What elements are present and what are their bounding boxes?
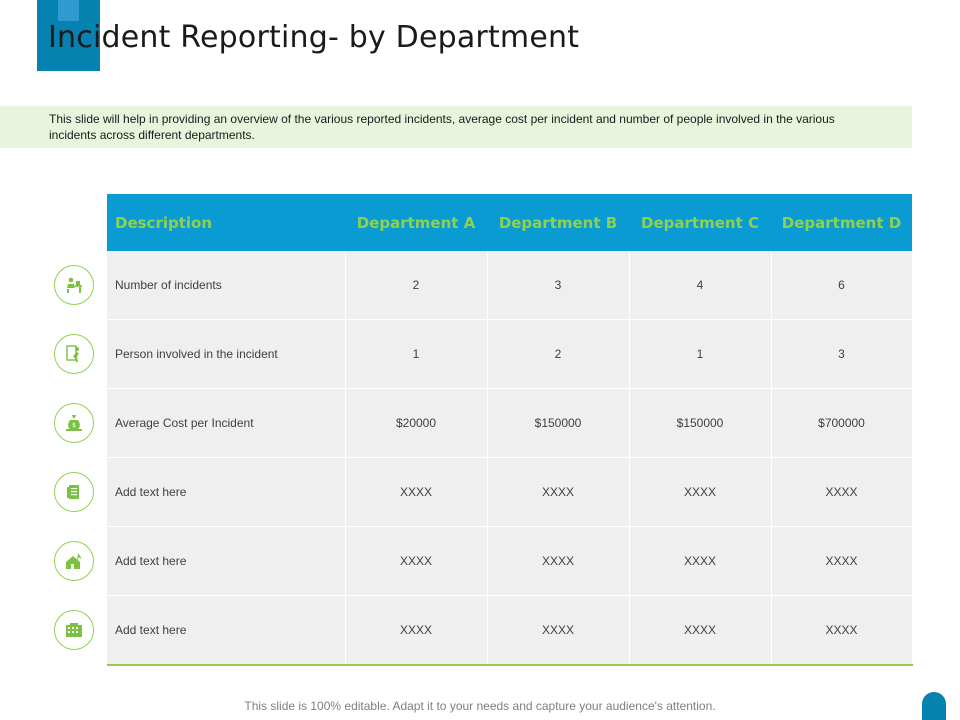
cell-value: XXXX xyxy=(487,526,630,596)
cell-value: XXXX xyxy=(771,526,913,596)
title-accent-inner xyxy=(58,0,79,21)
header-department-b: Department B xyxy=(487,194,629,251)
page-title: Incident Reporting- by Department xyxy=(48,20,580,55)
incident-table: Description Department A Department B De… xyxy=(107,194,913,666)
table-row: Add text here XXXX XXXX XXXX XXXX xyxy=(107,457,913,527)
intro-band: This slide will help in providing an ove… xyxy=(0,106,912,148)
cell-value: XXXX xyxy=(629,526,772,596)
cell-value: XXXX xyxy=(771,457,913,527)
cell-value: XXXX xyxy=(345,526,488,596)
cell-description: Average Cost per Incident xyxy=(107,388,346,458)
cell-value: $150000 xyxy=(629,388,772,458)
table-row: Add text here XXXX XXXX XXXX XXXX xyxy=(107,595,913,666)
documents-icon xyxy=(54,472,94,512)
intro-text: This slide will help in providing an ove… xyxy=(49,112,835,142)
cell-value: 6 xyxy=(771,251,913,320)
header-description: Description xyxy=(107,194,345,251)
worker-desk-icon xyxy=(54,265,94,305)
cell-value: XXXX xyxy=(629,457,772,527)
header-department-a: Department A xyxy=(345,194,487,251)
cell-value: 1 xyxy=(629,319,772,389)
cell-value: XXXX xyxy=(345,457,488,527)
cell-value: XXXX xyxy=(629,595,772,666)
header-department-d: Department D xyxy=(771,194,912,251)
table-row: Person involved in the incident 1 2 1 3 xyxy=(107,319,913,389)
corner-tab xyxy=(922,692,946,720)
cell-value: $20000 xyxy=(345,388,488,458)
cell-value: $150000 xyxy=(487,388,630,458)
building-icon xyxy=(54,610,94,650)
header-department-c: Department C xyxy=(629,194,771,251)
cell-description: Add text here xyxy=(107,526,346,596)
cell-value: 3 xyxy=(771,319,913,389)
table-header-row: Description Department A Department B De… xyxy=(107,194,912,251)
table-row: Number of incidents 2 3 4 6 xyxy=(107,251,913,320)
cell-value: XXXX xyxy=(487,457,630,527)
footer-note: This slide is 100% editable. Adapt it to… xyxy=(244,699,716,713)
cell-value: XXXX xyxy=(487,595,630,666)
cell-value: XXXX xyxy=(345,595,488,666)
cell-value: XXXX xyxy=(771,595,913,666)
cell-value: 3 xyxy=(487,251,630,320)
svg-text:$: $ xyxy=(72,422,76,429)
cell-value: 4 xyxy=(629,251,772,320)
cell-description: Person involved in the incident xyxy=(107,319,346,389)
money-bag-icon: $ xyxy=(54,403,94,443)
fall-hazard-icon xyxy=(54,334,94,374)
cell-value: 2 xyxy=(487,319,630,389)
cell-value: $700000 xyxy=(771,388,913,458)
house-fire-icon xyxy=(54,541,94,581)
cell-description: Add text here xyxy=(107,595,346,666)
table-row: Add text here XXXX XXXX XXXX XXXX xyxy=(107,526,913,596)
table-row: Average Cost per Incident $20000 $150000… xyxy=(107,388,913,458)
cell-value: 1 xyxy=(345,319,488,389)
cell-value: 2 xyxy=(345,251,488,320)
cell-description: Number of incidents xyxy=(107,251,346,320)
cell-description: Add text here xyxy=(107,457,346,527)
